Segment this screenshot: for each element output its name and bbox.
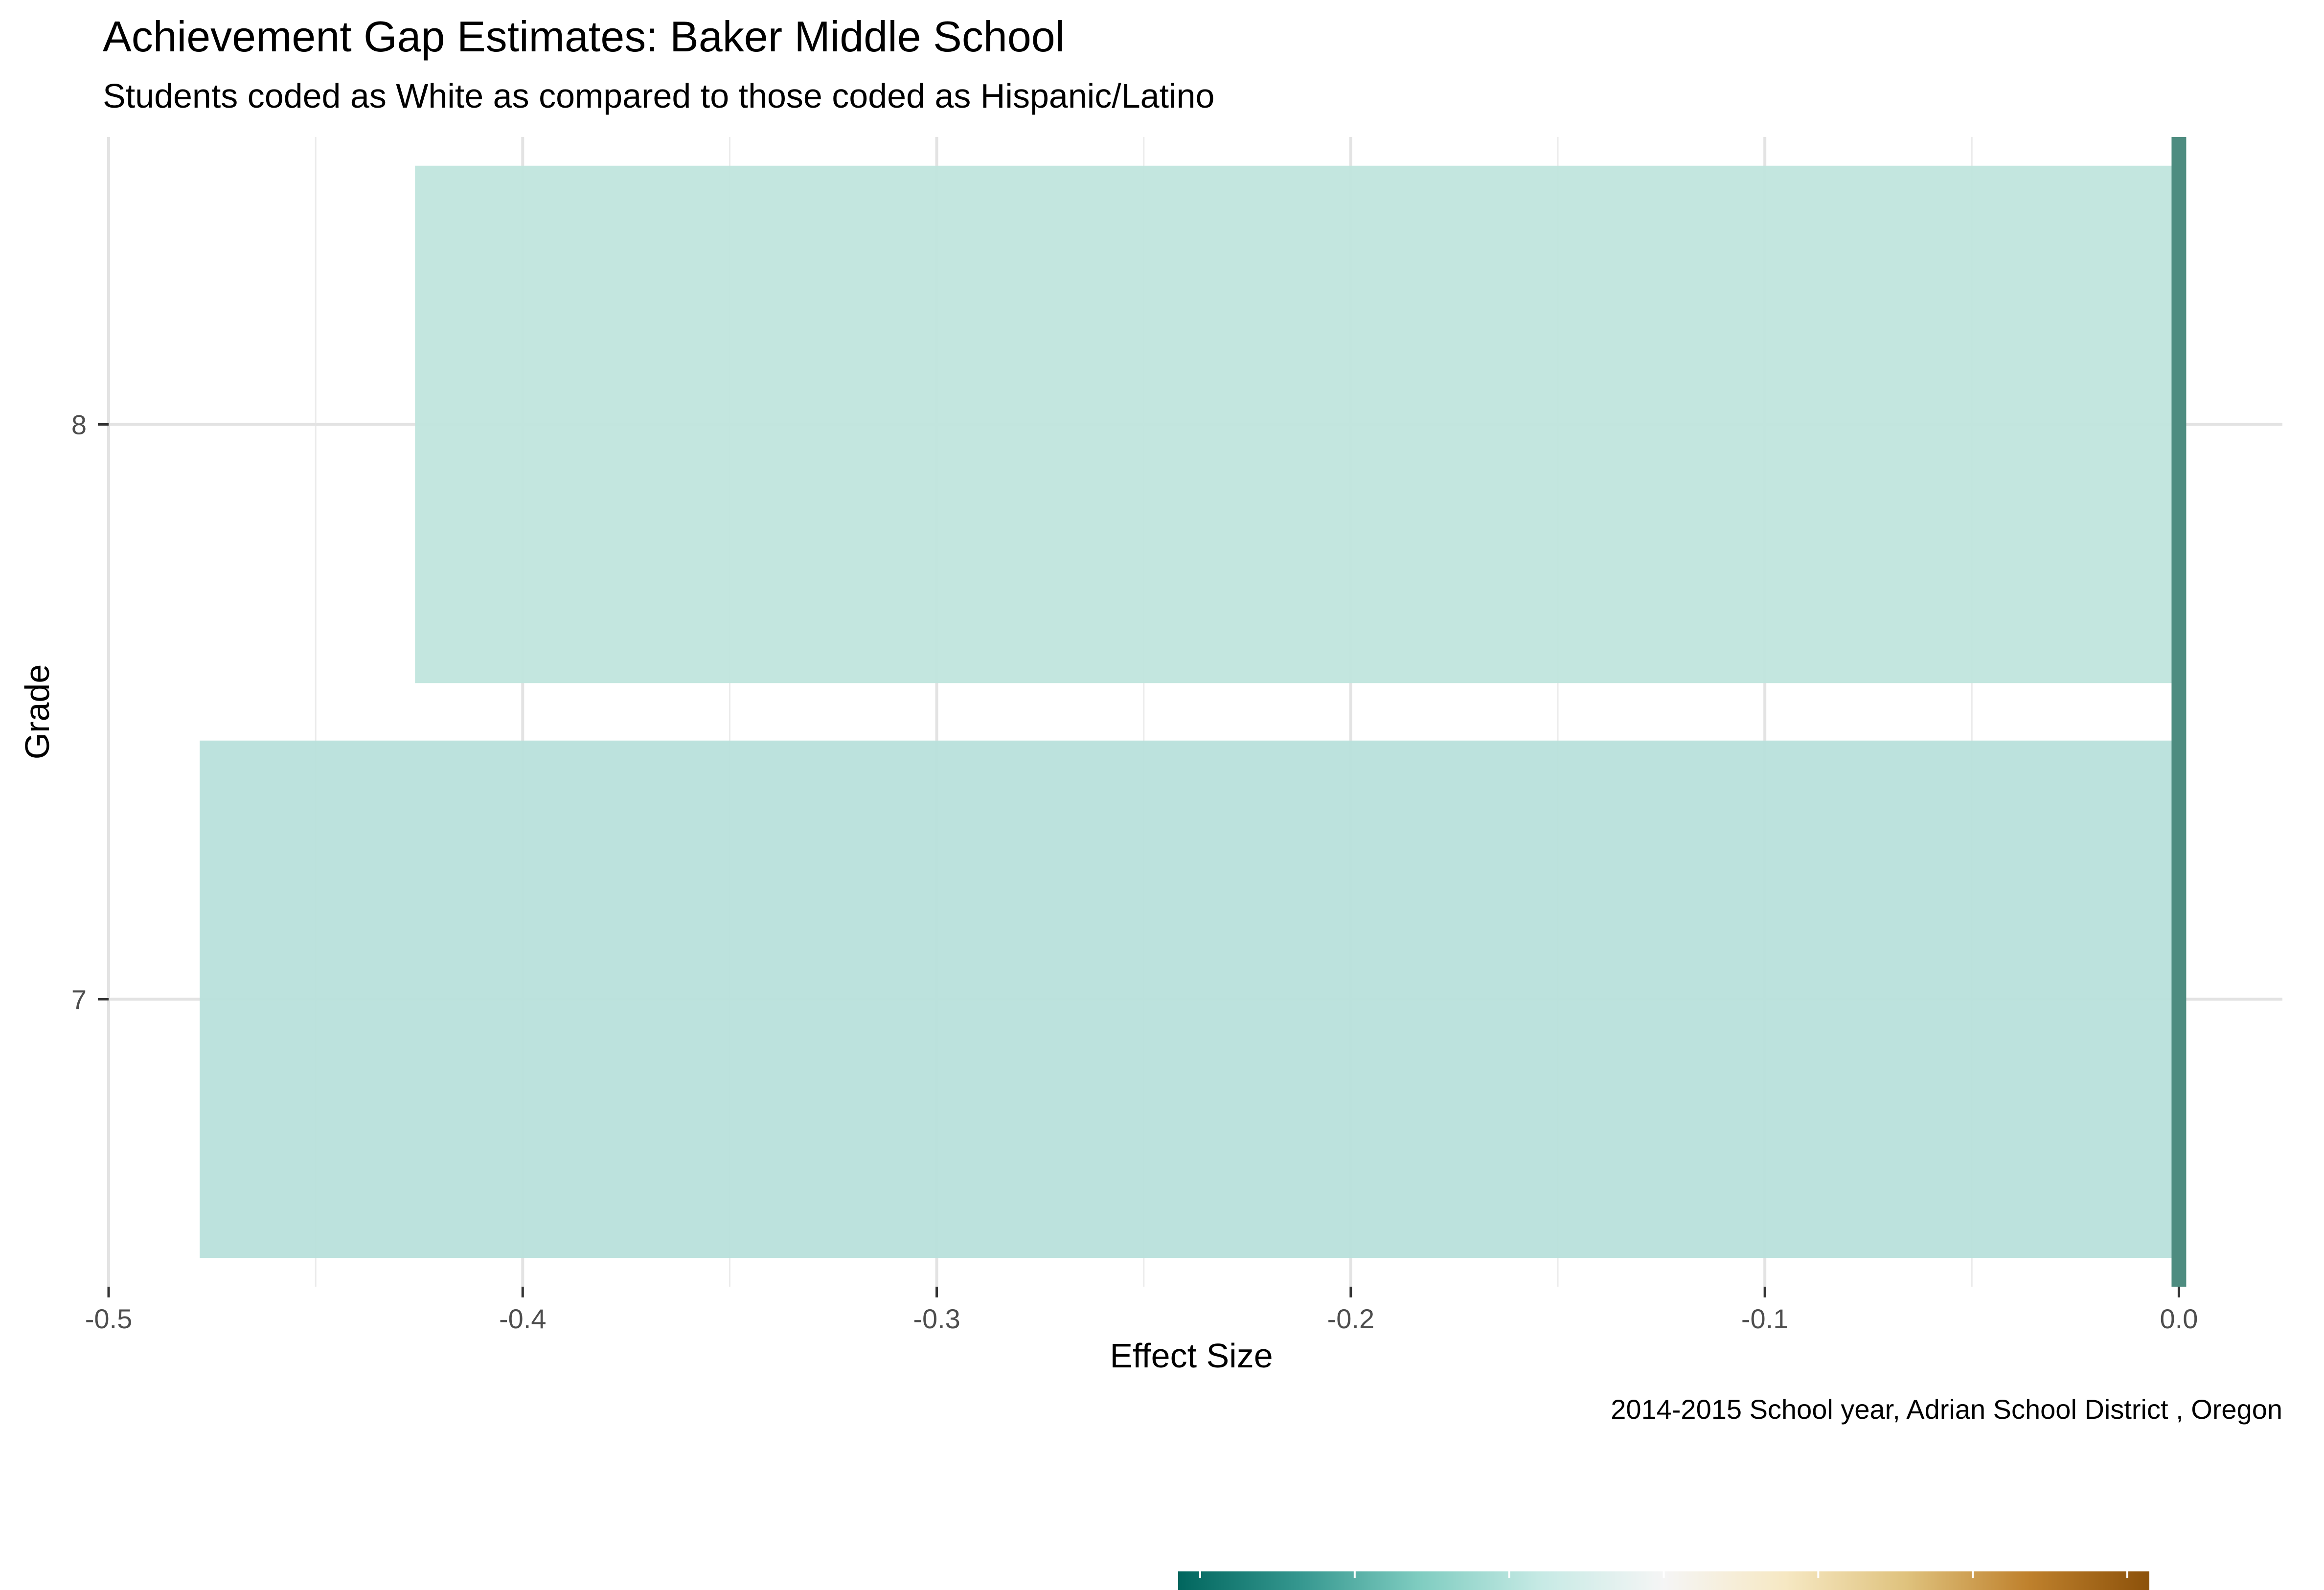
- bar-grade-8: [415, 165, 2179, 683]
- x-tick-label: 0.0: [2160, 1303, 2198, 1334]
- y-tick-label: 7: [71, 984, 87, 1015]
- chart-subtitle: Students coded as White as compared to t…: [103, 77, 1214, 115]
- x-tick-label: -0.4: [499, 1303, 547, 1334]
- colorbar: [1178, 1571, 2149, 1590]
- x-axis-ticks: -0.5 -0.4 -0.3 -0.2 -0.1 0.0: [85, 1287, 2198, 1334]
- y-axis-label: Grade: [18, 664, 56, 760]
- x-tick-label: -0.1: [1741, 1303, 1789, 1334]
- x-tick-label: -0.2: [1327, 1303, 1375, 1334]
- x-tick-label: -0.5: [85, 1303, 133, 1334]
- y-tick-label: 8: [71, 409, 87, 440]
- bars: [200, 165, 2179, 1258]
- y-axis-ticks: 78: [71, 409, 109, 1015]
- x-tick-label: -0.3: [913, 1303, 960, 1334]
- x-axis-label: Effect Size: [1110, 1337, 1273, 1375]
- chart-title: Achievement Gap Estimates: Baker Middle …: [103, 12, 1065, 61]
- chart-caption: 2014-2015 School year, Adrian School Dis…: [1611, 1394, 2282, 1425]
- bar-grade-7: [200, 740, 2179, 1258]
